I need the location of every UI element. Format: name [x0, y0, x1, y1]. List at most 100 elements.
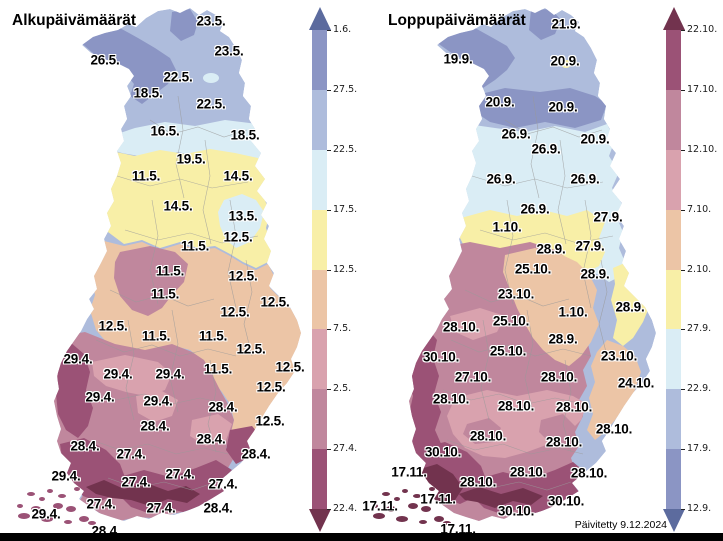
- date-label: 26.9.: [570, 171, 600, 187]
- start-date-colorbar-segment: [312, 30, 327, 91]
- date-label: 26.9.: [501, 126, 531, 142]
- date-label: 28.10.: [570, 465, 608, 481]
- end-date-colorbar-tick: [681, 389, 685, 391]
- right-map-title: Loppupäivämäärät: [388, 12, 526, 29]
- date-label: 19.9.: [443, 51, 473, 67]
- date-label: 22.5.: [196, 96, 226, 112]
- date-label: 27.4.: [146, 500, 176, 516]
- date-label: 23.10.: [497, 286, 535, 302]
- region-band: [503, 248, 599, 366]
- end-date-colorbar-tick-label: 7.10.: [687, 203, 712, 215]
- date-label: 29.4.: [155, 366, 185, 382]
- date-label: 26.9.: [520, 201, 550, 217]
- date-label: 27.4.: [208, 476, 238, 492]
- date-label: 28.10.: [509, 464, 547, 480]
- date-label: 1.10.: [492, 219, 522, 235]
- date-label: 18.5.: [230, 127, 260, 143]
- date-label: 20.9.: [550, 53, 580, 69]
- start-date-colorbar-tick: [327, 269, 331, 271]
- date-label: 28.4.: [203, 500, 233, 516]
- date-label: 11.5.: [131, 168, 161, 184]
- date-label: 12.5.: [256, 379, 286, 395]
- start-date-colorbar-segment: [312, 209, 327, 270]
- date-label: 14.5.: [163, 198, 193, 214]
- start-date-colorbar-tick: [327, 329, 331, 331]
- region-band: [86, 480, 200, 506]
- end-date-colorbar-tick-label: 12.9.: [687, 503, 712, 514]
- date-label: 28.9.: [548, 331, 578, 347]
- start-date-colorbar-segment: [312, 449, 327, 510]
- start-date-colorbar-tick: [327, 449, 331, 451]
- date-label: 23.5.: [196, 13, 226, 29]
- end-date-colorbar-over-arrow: [662, 7, 685, 30]
- date-label: 29.4.: [51, 468, 81, 484]
- date-label: 1.10.: [558, 304, 588, 320]
- lake-inari: [203, 73, 219, 83]
- region-band: [92, 355, 172, 396]
- end-date-colorbar-tick-label: 17.9.: [687, 443, 712, 455]
- date-label: 27.9.: [575, 238, 605, 254]
- date-label: 20.9.: [548, 99, 578, 115]
- date-label: 28.4.: [208, 399, 238, 415]
- date-label: 29.4.: [85, 389, 115, 405]
- lake-spot: [561, 60, 571, 68]
- date-label: 21.9.: [551, 16, 581, 32]
- region-band: [105, 120, 266, 160]
- start-date-colorbar-tick-label: 12.5.: [333, 263, 358, 275]
- end-date-colorbar-tick: [681, 209, 685, 211]
- end-date-colorbar-tick: [681, 149, 685, 151]
- region-band: [136, 391, 178, 422]
- end-date-colorbar-segment: [666, 269, 681, 330]
- right-map: [372, 8, 656, 525]
- start-date-colorbar-tick: [327, 389, 331, 391]
- region-band: [529, 9, 561, 40]
- end-date-colorbar-tick-label: 22.9.: [687, 383, 712, 395]
- date-label: 28.10.: [497, 398, 535, 414]
- region-band: [170, 9, 198, 41]
- end-date-colorbar-tick: [681, 509, 685, 510]
- date-label: 25.10.: [492, 313, 530, 329]
- region-band: [409, 328, 442, 476]
- date-label: 26.5.: [90, 52, 120, 68]
- end-date-colorbar-tick: [681, 269, 685, 271]
- date-label: 22.5.: [163, 69, 193, 85]
- start-date-colorbar-segment: [312, 149, 327, 211]
- end-date-colorbar-tick: [681, 449, 685, 451]
- end-date-colorbar-tick: [681, 89, 685, 91]
- date-label: 29.4.: [31, 506, 61, 522]
- date-label: 25.10.: [489, 343, 527, 359]
- start-date-colorbar-tick-label: 2.5.: [333, 383, 352, 395]
- start-date-colorbar-tick-label: 22.5.: [333, 143, 358, 155]
- start-date-colorbar-tick: [327, 509, 331, 510]
- date-label: 27.4.: [86, 496, 116, 512]
- date-label: 14.5.: [223, 168, 253, 184]
- end-date-colorbar-tick-label: 22.10.: [687, 24, 718, 35]
- date-label: 30.10.: [422, 349, 460, 365]
- date-label: 12.5.: [223, 229, 253, 245]
- end-date-colorbar-tick-label: 2.10.: [687, 263, 712, 275]
- date-label: 17.11.: [440, 521, 476, 537]
- date-label: 28.10.: [469, 428, 507, 444]
- date-label: 11.5.: [141, 328, 171, 344]
- date-label: 12.5.: [98, 318, 128, 334]
- date-label: 30.10.: [497, 503, 535, 519]
- date-label: 28.4.: [140, 418, 170, 434]
- end-date-colorbar-segment: [666, 89, 681, 151]
- left-map-title: Alkupäivämäärät: [12, 12, 137, 29]
- date-label: 28.4.: [70, 438, 100, 454]
- date-label: 19.5.: [176, 151, 206, 167]
- start-date-colorbar-tick-label: 22.4.: [333, 503, 358, 514]
- date-label: 17.11.: [362, 498, 398, 514]
- date-label: 28.10.: [555, 399, 593, 415]
- start-date-colorbar-tick-label: 27.4.: [333, 443, 358, 455]
- date-label: 25.10.: [514, 261, 552, 277]
- date-label: 24.10.: [617, 375, 655, 391]
- end-date-colorbar-segment: [666, 149, 681, 211]
- date-label: 23.5.: [214, 43, 244, 59]
- start-date-colorbar-tick-label: 7.5.: [333, 323, 352, 335]
- date-label: 27.9.: [593, 209, 623, 225]
- date-label: 11.5.: [203, 361, 233, 377]
- date-label: 28.10.: [442, 319, 480, 335]
- end-date-colorbar-segment: [666, 329, 681, 390]
